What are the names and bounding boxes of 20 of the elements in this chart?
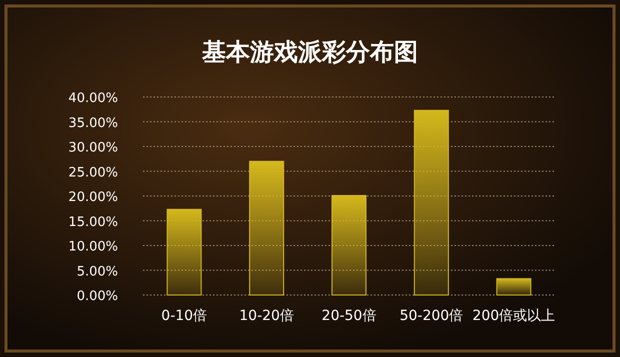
x-tick-label: 20-50倍: [322, 308, 376, 324]
y-tick-label: 25.00%: [68, 165, 118, 180]
y-tick-label: 35.00%: [68, 116, 118, 131]
y-tick-label: 20.00%: [68, 190, 118, 205]
x-tick-label: 200倍或以上: [472, 308, 556, 324]
bar: [332, 195, 366, 296]
y-tick-label: 30.00%: [68, 140, 118, 156]
x-tick-label: 50-200倍: [400, 308, 464, 324]
bar: [414, 110, 449, 296]
y-tick-label: 15.00%: [68, 214, 118, 230]
y-tick-label: 10.00%: [68, 240, 118, 254]
y-tick-label: 0.00%: [76, 289, 118, 304]
bar: [166, 208, 202, 296]
y-tick-label: 5.00%: [76, 264, 118, 280]
y-tick-label: 40.00%: [68, 91, 118, 106]
chart-title: 基本游戏派彩分布图: [201, 38, 418, 66]
x-tick-label: 0-10倍: [161, 308, 208, 324]
x-tick-label: 10-20倍: [239, 308, 294, 324]
bar: [249, 160, 284, 296]
bar: [496, 278, 532, 296]
